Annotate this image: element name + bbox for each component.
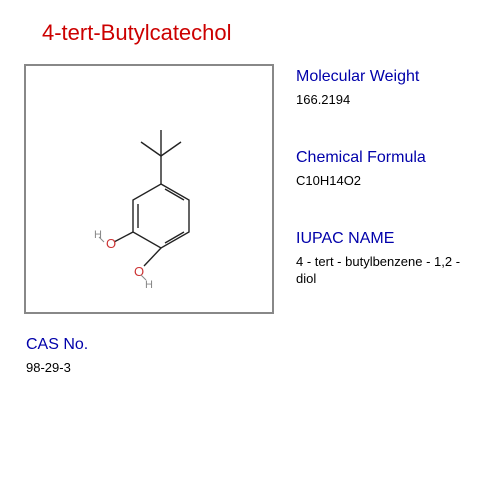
- compound-title: 4-tert-Butylcatechol: [42, 20, 476, 46]
- structure-diagram: O O H H: [26, 66, 272, 312]
- structure-box: O O H H: [24, 64, 274, 314]
- cas-value: 98-29-3: [26, 360, 476, 375]
- iupac-block: IUPAC NAME 4 - tert - butylbenzene - 1,2…: [296, 230, 466, 288]
- iupac-label: IUPAC NAME: [296, 230, 466, 248]
- chemical-formula-value: C10H14O2: [296, 173, 466, 190]
- hydrogen-atom-2: H: [145, 279, 153, 291]
- iupac-value: 4 - tert - butylbenzene - 1,2 - diol: [296, 254, 466, 288]
- info-column: Molecular Weight 166.2194 Chemical Formu…: [296, 64, 466, 288]
- chemical-formula-label: Chemical Formula: [296, 149, 466, 167]
- cas-label: CAS No.: [26, 336, 476, 354]
- molecular-weight-label: Molecular Weight: [296, 68, 466, 86]
- chemical-formula-block: Chemical Formula C10H14O2: [296, 149, 466, 190]
- cas-block: CAS No. 98-29-3: [26, 336, 476, 375]
- molecular-weight-value: 166.2194: [296, 92, 466, 109]
- molecular-weight-block: Molecular Weight 166.2194: [296, 68, 466, 109]
- oxygen-atom-1: O: [106, 236, 116, 251]
- content-row: O O H H Molecular Weight 166.2194 Chemic…: [24, 64, 476, 314]
